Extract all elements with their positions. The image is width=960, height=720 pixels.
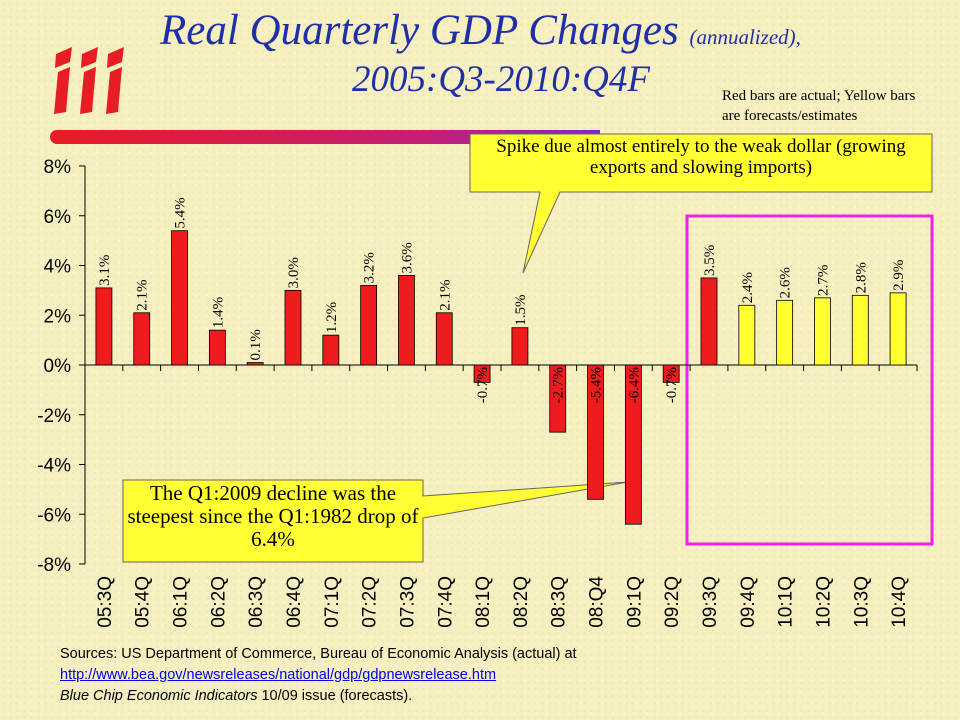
y-tick-label: -2% [37, 406, 71, 427]
x-tick-label: 09:2Q [662, 576, 683, 628]
y-tick-label: 8% [44, 157, 72, 178]
x-tick-label: 10:3Q [851, 576, 872, 628]
bar-05-4q [133, 312, 151, 366]
bar-10-4q [889, 292, 907, 366]
y-tick-label: 2% [44, 306, 72, 327]
chart-title-period: 2005:Q3-2010:Q4F [352, 59, 651, 100]
chart-title: Real Quarterly GDP Changes (annualized), [160, 6, 940, 55]
bar-06-2q [208, 329, 226, 366]
bar-10-1q [776, 299, 794, 366]
bea-source-link[interactable]: http://www.bea.gov/newsreleases/national… [60, 667, 497, 683]
x-tick-label: 08:2Q [511, 576, 532, 628]
callout-steepest-decline-shape [122, 479, 629, 563]
data-label: 2.8% [853, 262, 869, 293]
data-label: 3.5% [702, 245, 718, 276]
sources-footer: Sources: US Department of Commerce, Bure… [60, 644, 940, 707]
bar-08-2q [511, 327, 529, 366]
bar-09-2q [662, 364, 680, 383]
x-tick-label: 07:2Q [360, 576, 381, 628]
data-label: 3.0% [286, 257, 302, 288]
x-tick-label: 07:4Q [435, 576, 456, 628]
bar-09-1q [624, 364, 642, 525]
bar-06-3q [246, 362, 264, 366]
x-tick-label: 08:3Q [549, 576, 570, 628]
source-line: Sources: US Department of Commerce, Bure… [60, 646, 577, 662]
data-label: 2.1% [437, 280, 453, 311]
x-tick-label: 06:2Q [208, 576, 229, 628]
bar-10-2q [814, 297, 831, 366]
bar-06-1q [171, 230, 188, 366]
data-label: 1.5% [513, 294, 529, 325]
bar-05-3q [95, 287, 113, 366]
bar-09-3q [700, 277, 718, 366]
x-tick-label: 05:4Q [133, 576, 154, 628]
bar-08-3q [549, 364, 567, 433]
data-label: -0.7% [664, 367, 680, 403]
chart-title-main: Real Quarterly GDP Changes [160, 7, 679, 54]
x-tick-label: 06:4Q [284, 576, 305, 628]
x-tick-label: 05:3Q [95, 576, 116, 628]
callout-steepest-decline: The Q1:2009 decline was the steepest sin… [127, 481, 419, 551]
x-tick-label: 10:4Q [889, 576, 910, 628]
data-label: 2.1% [135, 280, 151, 311]
x-tick-label: 07:3Q [397, 576, 418, 628]
bar-06-4q [284, 289, 302, 366]
bar-09-4q [738, 304, 756, 366]
forecast-source-line: Blue Chip Economic Indicators 10/09 issu… [60, 686, 940, 707]
y-tick-label: -4% [37, 456, 71, 477]
y-tick-label: 4% [44, 257, 72, 278]
bar-07-1q [322, 334, 340, 366]
y-tick-label: -6% [37, 505, 71, 526]
callout-weak-dollar-shape [469, 133, 933, 274]
x-tick-label: 08:1Q [473, 576, 494, 628]
x-tick-label: 08:Q4 [587, 576, 608, 628]
data-label: 3.2% [362, 252, 378, 283]
x-tick-label: 06:3Q [246, 576, 267, 628]
x-tick-label: 10:2Q [813, 576, 834, 628]
x-tick-label: 07:1Q [322, 576, 343, 628]
bar-08-1q [473, 364, 491, 383]
x-tick-label: 09:4Q [738, 576, 759, 628]
data-label: -6.4% [626, 367, 642, 403]
forecast-source-rest: 10/09 issue (forecasts). [257, 688, 413, 704]
chart-title-qualifier: (annualized), [689, 25, 801, 49]
title-rule [50, 130, 600, 144]
data-label: 2.6% [778, 267, 794, 298]
x-tick-label: 09:1Q [624, 576, 645, 628]
forecast-publication: Blue Chip Economic Indicators [60, 688, 258, 704]
data-label: 2.4% [740, 272, 756, 303]
data-label: -0.7% [475, 367, 491, 403]
bar-07-2q [360, 284, 378, 366]
y-tick-label: 6% [44, 207, 72, 228]
data-label: -5.4% [589, 367, 605, 403]
y-tick-label: 0% [44, 356, 72, 377]
forecast-highlight-box [685, 214, 934, 546]
data-label: 5.4% [173, 197, 189, 228]
iii-logo [54, 47, 124, 114]
data-label: 3.6% [399, 242, 415, 273]
x-tick-label: 06:1Q [171, 576, 192, 628]
bar-08-q4 [587, 364, 604, 500]
data-label: -2.7% [551, 367, 567, 403]
data-label: 2.9% [891, 260, 907, 291]
y-tick-label: -8% [37, 555, 71, 576]
data-label: 2.7% [815, 265, 831, 296]
bar-10-3q [851, 294, 869, 366]
bar-color-note: Red bars are actual; Yellow bars are for… [722, 88, 916, 124]
bar-07-4q [435, 312, 453, 366]
bar-07-3q [398, 275, 415, 366]
data-label: 3.1% [97, 255, 113, 286]
data-label: 0.1% [248, 329, 264, 360]
data-label: 1.4% [210, 297, 226, 328]
x-tick-label: 10:1Q [776, 576, 797, 628]
callout-weak-dollar: Spike due almost entirely to the weak do… [496, 136, 906, 178]
data-label: 1.2% [324, 302, 340, 333]
x-tick-label: 09:3Q [700, 576, 721, 628]
